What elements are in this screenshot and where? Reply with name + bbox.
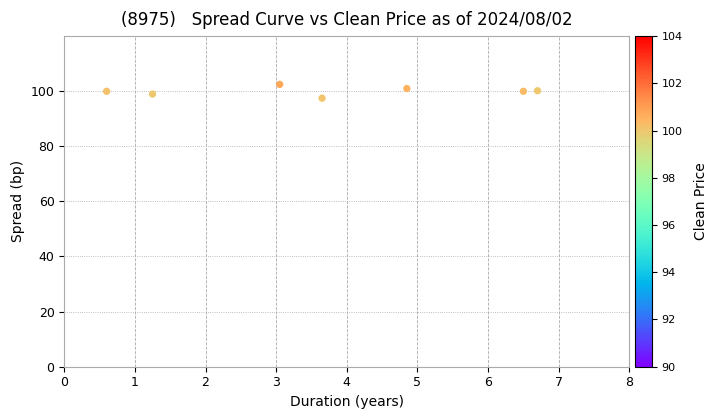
Point [401, 85, 413, 92]
Title: (8975)   Spread Curve vs Clean Price as of 2024/08/02: (8975) Spread Curve vs Clean Price as of… [121, 11, 572, 29]
Point [532, 87, 544, 94]
Point [274, 81, 285, 88]
Point [316, 95, 328, 102]
Y-axis label: Spread (bp): Spread (bp) [11, 160, 25, 242]
Y-axis label: Clean Price: Clean Price [694, 163, 708, 240]
Point [518, 88, 529, 94]
Point [147, 91, 158, 97]
X-axis label: Duration (years): Duration (years) [290, 395, 404, 409]
Point [101, 88, 112, 94]
